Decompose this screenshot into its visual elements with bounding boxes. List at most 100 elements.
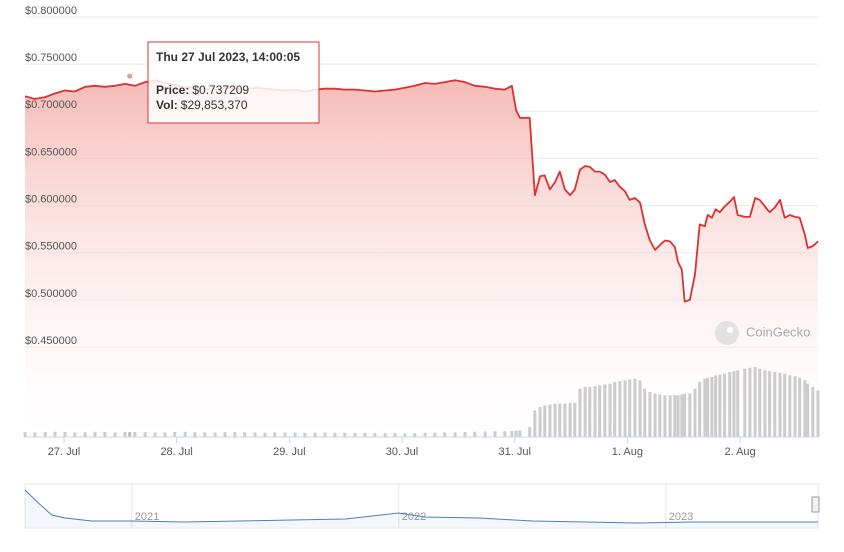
- volume-bar: [423, 432, 427, 437]
- volume-bar: [323, 432, 327, 437]
- volume-bar: [514, 430, 518, 437]
- volume-bar: [373, 433, 377, 437]
- volume-bar: [598, 385, 602, 437]
- volume-bar: [253, 432, 257, 437]
- navigator-area: [25, 490, 818, 527]
- volume-bar: [273, 432, 277, 437]
- x-tick-label: 29. Jul: [273, 446, 305, 458]
- volume-bar: [593, 386, 597, 437]
- volume-bar: [143, 432, 147, 437]
- volume-bar: [528, 427, 532, 437]
- tooltip-title: Thu 27 Jul 2023, 14:00:05: [156, 50, 300, 64]
- volume-bar: [573, 402, 577, 437]
- volume-bar: [283, 432, 287, 437]
- volume-bar: [638, 380, 642, 437]
- volume-bar: [773, 372, 777, 437]
- y-tick-label: $0.450000: [25, 335, 77, 347]
- volume-bar: [393, 433, 397, 437]
- volume-bar: [783, 373, 787, 437]
- navigator-handle[interactable]: [811, 496, 820, 513]
- volume-bar: [806, 383, 810, 437]
- volume-bar: [803, 380, 807, 437]
- volume-bar: [673, 395, 677, 437]
- volume-bar: [613, 382, 617, 437]
- volume-bar: [758, 368, 762, 437]
- volume-bar: [473, 431, 477, 437]
- tooltip: Thu 27 Jul 2023, 14:00:05 Price: $0.7372…: [147, 41, 320, 124]
- volume-bar: [93, 431, 97, 437]
- volume-bar: [333, 432, 337, 437]
- volume-bar: [43, 432, 47, 437]
- volume-bar: [243, 432, 247, 437]
- x-tick-label: 30. Jul: [386, 446, 418, 458]
- volume-bar: [263, 432, 267, 437]
- volume-bar: [710, 377, 714, 437]
- volume-bar: [583, 387, 587, 437]
- volume-bar: [303, 432, 307, 437]
- volume-bar: [728, 372, 732, 437]
- hover-point: [127, 73, 133, 79]
- volume-bar: [736, 370, 740, 437]
- volume-bar: [693, 388, 697, 437]
- y-tick-label: $0.750000: [25, 52, 77, 64]
- volume-bar: [133, 432, 137, 437]
- y-tick-label: $0.700000: [25, 99, 77, 111]
- volume-bar: [103, 432, 107, 437]
- volume-bar: [363, 432, 367, 437]
- volume-bar: [383, 433, 387, 437]
- volume-bar: [653, 393, 657, 437]
- tooltip-box: [147, 41, 320, 124]
- volume-bar: [668, 395, 672, 437]
- volume-bar: [123, 432, 127, 437]
- volume-bar: [676, 395, 680, 437]
- volume-bar: [163, 432, 167, 437]
- volume-bar: [748, 367, 752, 437]
- volume-bar: [568, 402, 572, 437]
- volume-bar: [83, 432, 87, 437]
- volume-bar: [688, 393, 692, 437]
- navigator-line: [24, 489, 818, 524]
- volume-bar: [663, 395, 667, 437]
- hover-volume-bar: [128, 432, 132, 437]
- volume-bar: [173, 432, 177, 437]
- volume-bar: [603, 384, 607, 437]
- volume-bar: [683, 393, 687, 437]
- volume-bar: [558, 403, 562, 437]
- watermark-logo-eye: [727, 327, 733, 333]
- volume-bar: [703, 378, 707, 437]
- volume-bar: [313, 432, 317, 437]
- price-area: [25, 80, 818, 437]
- volume-bar: [743, 368, 747, 437]
- volume-bar: [811, 387, 815, 437]
- volume-bar: [698, 382, 702, 437]
- volume-bar: [343, 432, 347, 437]
- x-tick-label: 31. Jul: [498, 446, 530, 458]
- watermark: CoinGecko: [746, 324, 810, 339]
- volume-bar: [578, 388, 582, 437]
- volume-bar: [483, 431, 487, 437]
- volume-bar: [680, 394, 684, 437]
- volume-bar: [413, 433, 417, 437]
- volume-bar: [633, 378, 637, 437]
- volume-bar: [816, 390, 820, 437]
- volume-bar: [153, 432, 157, 437]
- volume-bar: [543, 405, 547, 437]
- volume-bar: [618, 381, 622, 437]
- volume-bar: [643, 388, 647, 437]
- volume-bar: [463, 432, 467, 437]
- volume-bar: [608, 383, 612, 437]
- volume-bar: [203, 432, 207, 437]
- volume-bar: [732, 371, 736, 437]
- volume-bar: [533, 410, 537, 437]
- y-tick-label: $0.500000: [25, 288, 77, 300]
- volume-bar: [658, 394, 662, 437]
- tooltip-vol: $29,853,370: [181, 98, 248, 112]
- volume-bar: [706, 377, 710, 437]
- volume-bar: [53, 431, 57, 437]
- tooltip-price-label: Price:: [156, 83, 189, 97]
- watermark-logo: [715, 321, 739, 345]
- volume-bar: [718, 374, 722, 437]
- volume-bar: [503, 431, 507, 437]
- navigator-tick-label: 2021: [135, 511, 159, 523]
- volume-bar: [493, 431, 497, 437]
